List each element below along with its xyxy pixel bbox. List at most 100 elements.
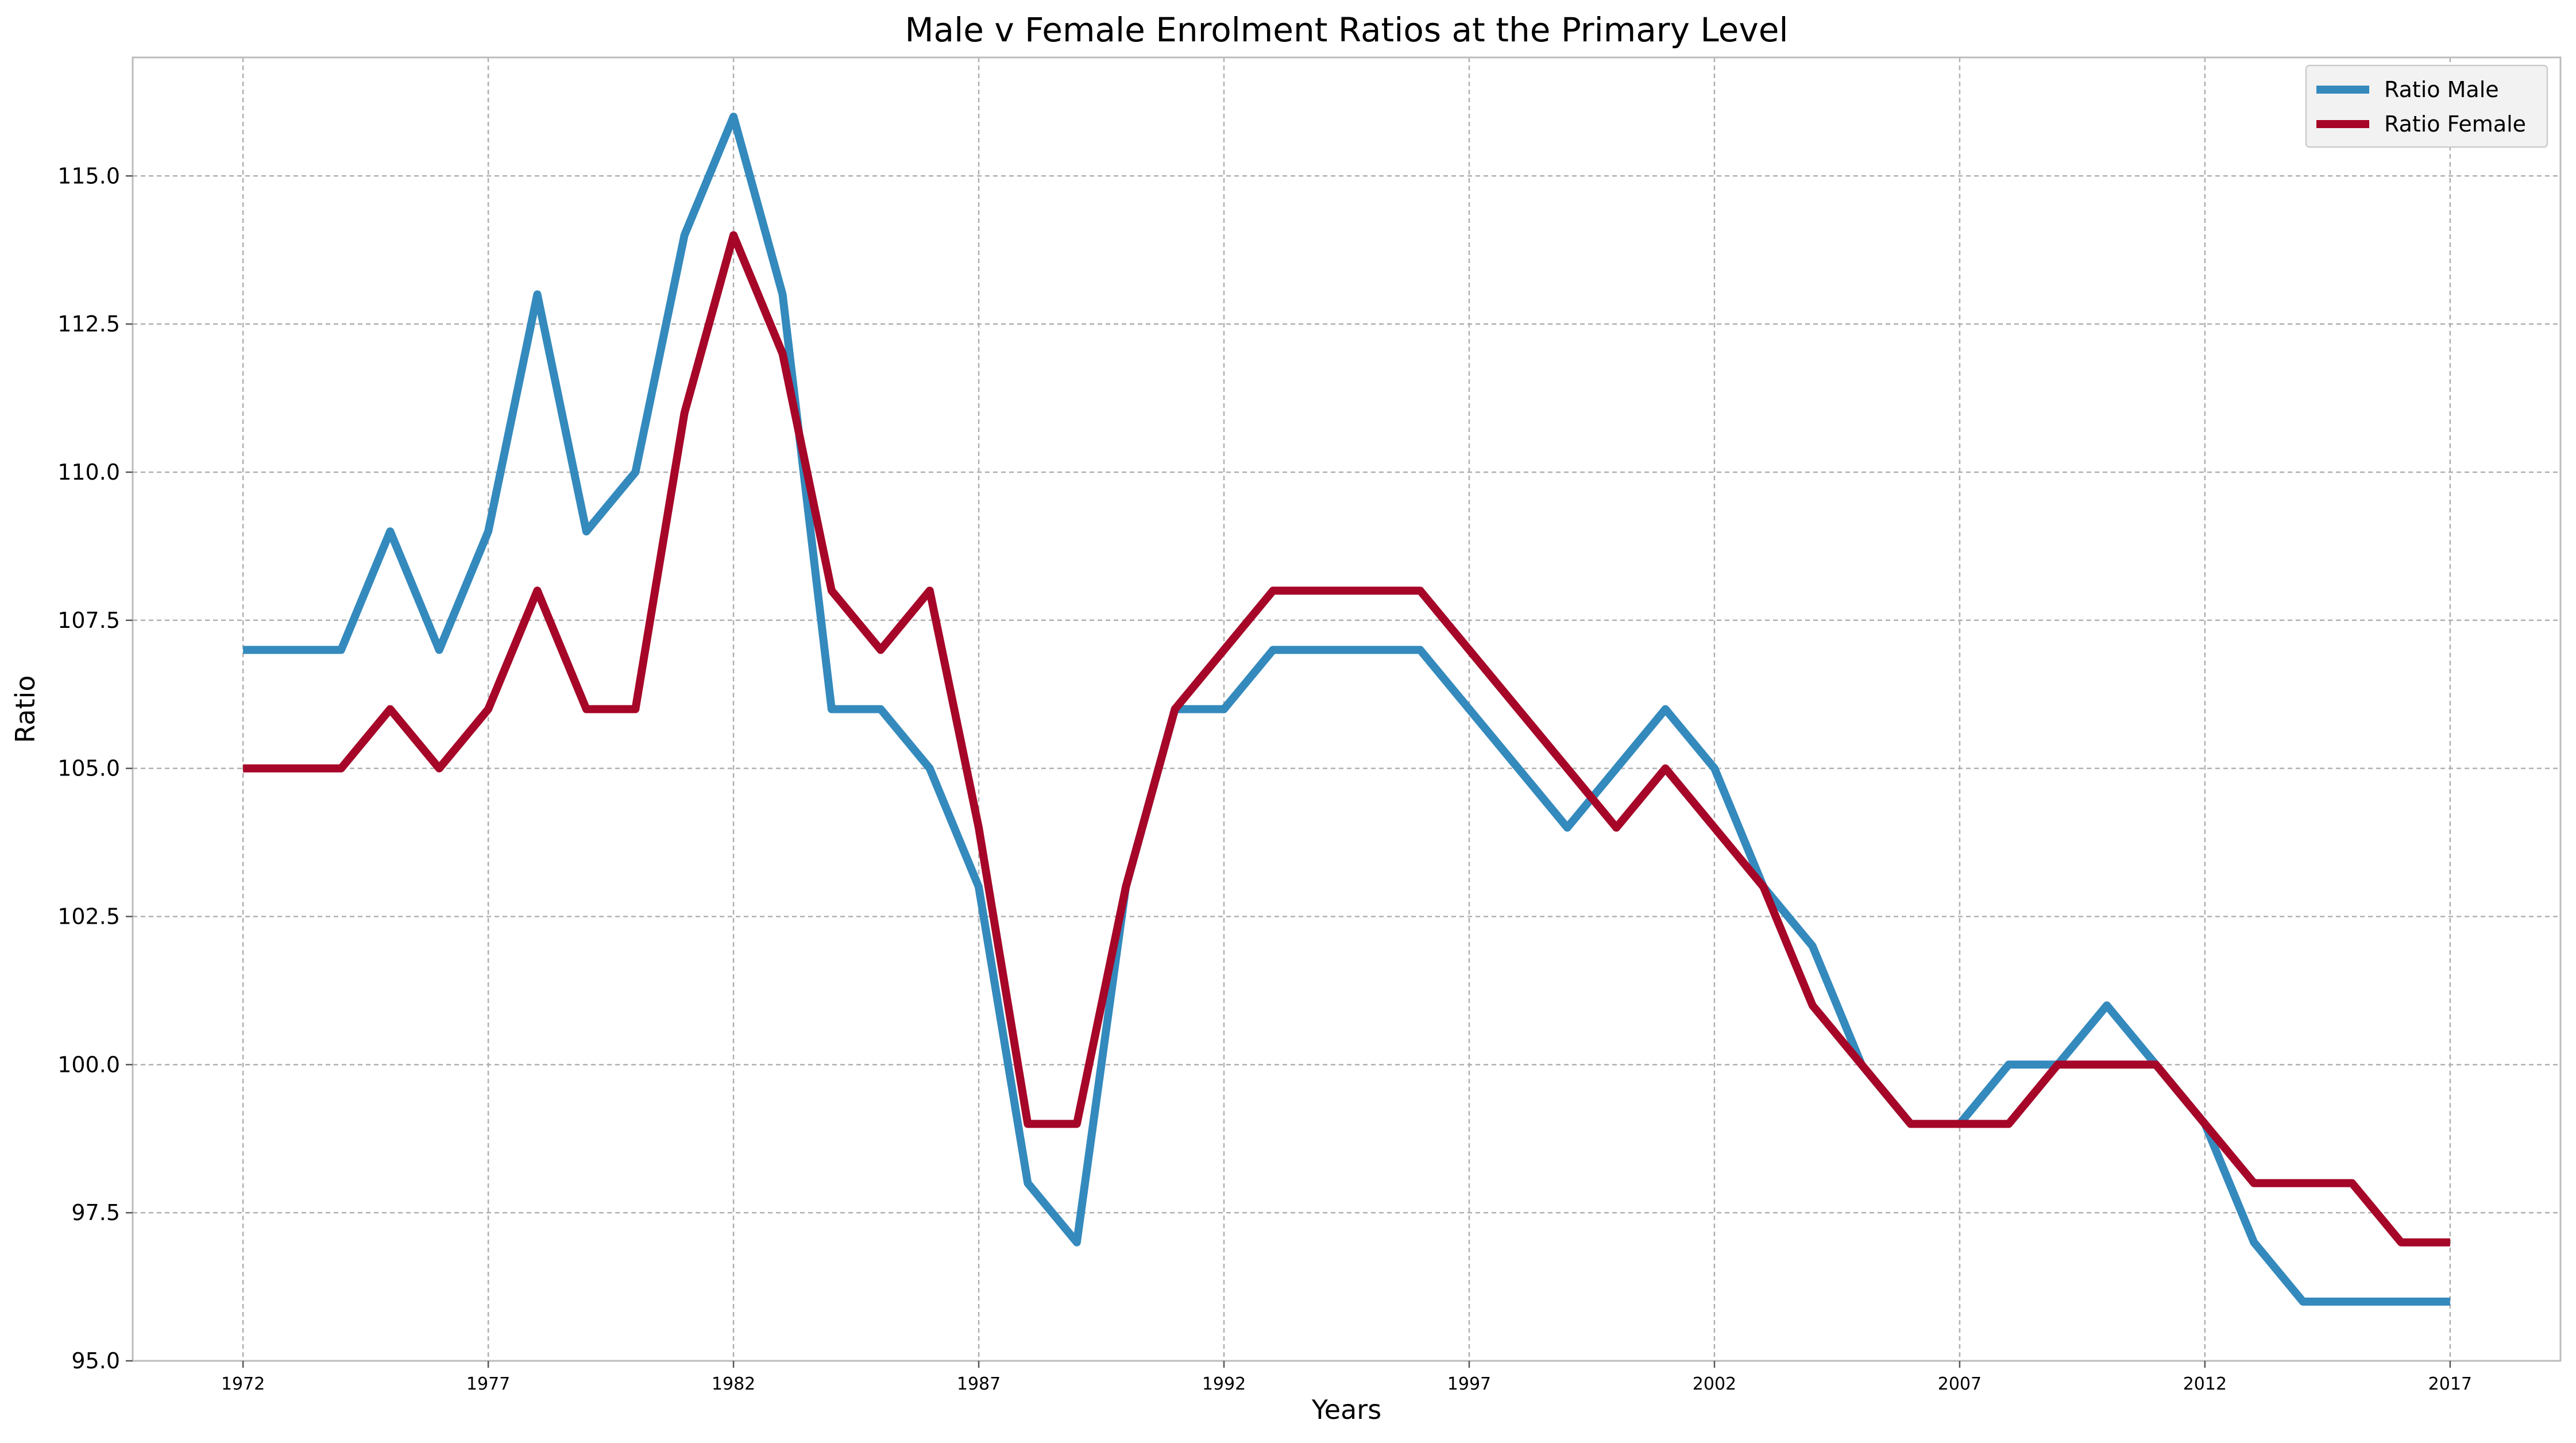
x-tick-label: 1997 [1447, 1374, 1491, 1394]
x-tick-label: 1987 [957, 1374, 1001, 1394]
data-point [2153, 1061, 2160, 1068]
data-point [975, 824, 982, 831]
x-tick-label: 2012 [2183, 1374, 2227, 1394]
data-point [1809, 1002, 1816, 1009]
data-point [1269, 646, 1276, 653]
data-point [2300, 1298, 2307, 1305]
x-axis-label: Years [1311, 1394, 1381, 1425]
data-point [1073, 1239, 1080, 1246]
data-point [1122, 883, 1129, 890]
y-tick-label: 100.0 [57, 1052, 120, 1077]
data-point [2005, 1061, 2012, 1068]
data-point [2054, 1061, 2061, 1068]
y-tick-label: 105.0 [57, 756, 120, 781]
data-point [583, 706, 590, 713]
data-point [828, 587, 835, 594]
series-line-ratio-female [243, 231, 2450, 1247]
data-point [1613, 765, 1620, 772]
data-point [1319, 587, 1326, 594]
data-point [2103, 1061, 2110, 1068]
data-point [730, 232, 737, 238]
data-point [877, 706, 884, 713]
series-lines [240, 113, 2454, 1306]
series-line-ratio-male [243, 113, 2450, 1306]
data-point [534, 291, 541, 298]
y-axis-ticks: 95.0 97.5 100.0 102.5 105.0 107.5 110.0 112.5 11… [57, 163, 133, 1373]
x-tick-label: 1972 [221, 1374, 265, 1394]
data-point [2300, 1180, 2307, 1187]
data-point [289, 646, 296, 653]
data-point [975, 883, 982, 890]
data-point [2103, 1002, 2110, 1009]
data-point [1269, 587, 1276, 594]
data-point [2005, 1121, 2012, 1128]
data-point [1466, 706, 1473, 713]
y-tick-label: 115.0 [57, 163, 120, 188]
data-point [681, 410, 688, 416]
data-point [1956, 1121, 1963, 1128]
data-point [338, 765, 345, 772]
y-axis-label: Ratio [10, 675, 41, 743]
y-tick-label: 95.0 [71, 1348, 120, 1373]
data-point [1613, 824, 1620, 831]
data-point [926, 765, 933, 772]
data-point [1466, 646, 1473, 653]
x-axis-ticks: 1972 1977 1982 1987 1992 1997 2002 2007 2012 2017 [221, 1361, 2472, 1394]
data-point [2250, 1239, 2257, 1246]
data-point [1760, 883, 1767, 890]
x-tick-label: 2002 [1693, 1374, 1736, 1394]
x-tick-label: 1977 [466, 1374, 510, 1394]
data-point [338, 646, 345, 653]
data-point [1711, 824, 1718, 831]
data-point [485, 706, 492, 713]
x-tick-label: 2017 [2428, 1374, 2472, 1394]
chart-title: Male v Female Enrolment Ratios at the Pr… [905, 10, 1789, 49]
y-tick-label: 112.5 [57, 311, 120, 337]
data-point [1809, 943, 1816, 950]
data-point [240, 646, 246, 653]
plot-frame [132, 56, 2562, 1362]
data-point [1564, 824, 1571, 831]
data-point [1172, 706, 1179, 713]
data-point [1417, 587, 1424, 594]
legend-label-ratio-male: Ratio Male [2384, 77, 2499, 102]
data-point [436, 765, 443, 772]
data-point [1368, 646, 1374, 653]
data-point [1662, 765, 1669, 772]
y-tick-label: 97.5 [71, 1200, 120, 1225]
data-point [2398, 1239, 2405, 1246]
data-point [779, 291, 786, 298]
data-point [1417, 646, 1424, 653]
data-point [1221, 706, 1227, 713]
data-point [1858, 1061, 1865, 1068]
data-point [1319, 646, 1326, 653]
legend: Ratio Male Ratio Female [2305, 64, 2548, 148]
data-point [632, 706, 639, 713]
data-point [1515, 706, 1521, 713]
y-tick-label: 102.5 [57, 904, 120, 929]
data-point [877, 646, 884, 653]
y-tick-label: 110.0 [57, 460, 120, 485]
data-point [2447, 1298, 2454, 1305]
data-point [2250, 1180, 2257, 1187]
data-point [1024, 1180, 1031, 1187]
data-point [1368, 587, 1374, 594]
data-point [436, 646, 443, 653]
data-point [387, 528, 393, 535]
data-point [779, 350, 786, 357]
x-tick-label: 2007 [1938, 1374, 1982, 1394]
data-point [1662, 706, 1669, 713]
data-point [2349, 1180, 2355, 1187]
data-point [1024, 1121, 1031, 1128]
data-point [2202, 1121, 2208, 1128]
data-point [1515, 765, 1521, 772]
data-point [1564, 765, 1571, 772]
plot-background [133, 57, 2560, 1361]
data-point [485, 528, 492, 535]
data-point [926, 587, 933, 594]
data-point [289, 765, 296, 772]
data-point [240, 765, 246, 772]
data-point [583, 528, 590, 535]
